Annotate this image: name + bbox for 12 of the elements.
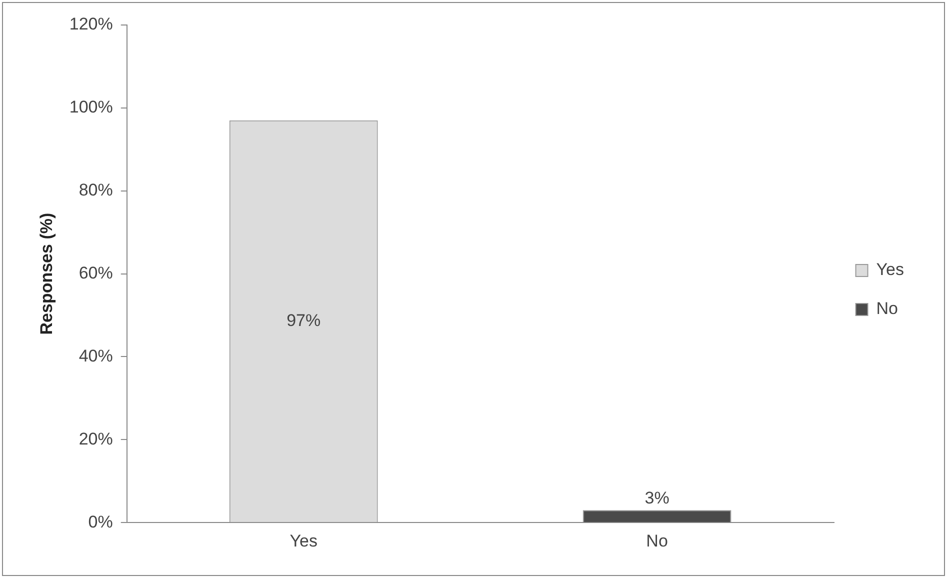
y-tick-label: 0%	[88, 512, 113, 532]
y-tick-label: 120%	[69, 14, 113, 34]
legend-label: Yes	[876, 260, 904, 280]
data-label: 97%	[286, 310, 321, 330]
data-label: 3%	[644, 488, 670, 508]
y-tick-label: 80%	[78, 180, 113, 200]
y-axis-title: Responses (%)	[36, 212, 56, 335]
y-tick-label: 40%	[78, 346, 113, 366]
y-tick-label: 60%	[78, 263, 113, 282]
y-tick-label: 100%	[69, 98, 113, 117]
legend-label: No	[876, 299, 898, 318]
y-tick-label: 20%	[78, 429, 113, 448]
